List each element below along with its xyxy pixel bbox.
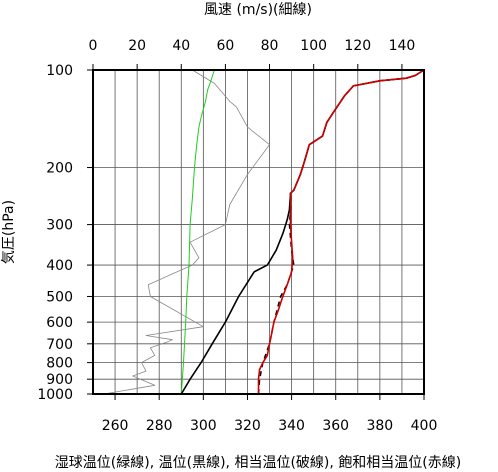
left-tick-label: 600 <box>46 315 73 331</box>
series-line-pot_temp <box>180 69 425 395</box>
left-tick-label: 100 <box>46 63 73 79</box>
bottom-tick-label: 380 <box>366 418 393 434</box>
bottom-tick-label: 400 <box>411 418 438 434</box>
bottom-tick-label: 300 <box>190 418 217 434</box>
top-tick-label: 120 <box>344 38 371 54</box>
left-tick-label: 800 <box>46 356 73 372</box>
series-line-wind_speed <box>103 69 270 395</box>
top-tick-label: 40 <box>172 38 190 54</box>
bottom-axis-title: 湿球温位(緑線), 温位(黒線), 相当温位(破線), 飽和相当温位(赤線) <box>55 454 461 471</box>
left-axis-title: 気圧(hPa) <box>1 200 17 264</box>
bottom-tick-label: 340 <box>278 418 305 434</box>
left-tick-label: 900 <box>46 372 73 388</box>
bottom-tick-label: 360 <box>322 418 349 434</box>
bottom-tick-label: 280 <box>146 418 173 434</box>
top-tick-label: 0 <box>89 38 98 54</box>
top-tick-label: 100 <box>300 38 327 54</box>
series-line-wet_bulb_pot_temp <box>180 69 215 395</box>
bottom-tick-label: 320 <box>234 418 261 434</box>
grid <box>92 69 425 395</box>
left-tick-label: 400 <box>46 258 73 274</box>
left-tick-label: 300 <box>46 218 73 234</box>
top-axis-ticks: 0 20 40 60 80 100 120 140 <box>89 38 416 70</box>
series-layer <box>103 69 425 395</box>
top-tick-label: 60 <box>216 38 234 54</box>
left-tick-label: 700 <box>46 337 73 353</box>
plot-frame <box>92 69 425 395</box>
left-tick-label: 200 <box>46 161 73 177</box>
top-axis-title: 風速 (m/s)(細線) <box>204 2 312 18</box>
top-tick-label: 140 <box>389 38 416 54</box>
left-tick-label: 500 <box>46 289 73 305</box>
left-tick-label: 1000 <box>37 387 73 403</box>
bottom-tick-label: 260 <box>102 418 129 434</box>
bottom-axis-ticks: 260 280 300 320 340 360 380 400 <box>102 394 438 434</box>
series-line-sat_equiv_pot_temp <box>257 69 425 394</box>
top-tick-label: 20 <box>128 38 146 54</box>
top-tick-label: 80 <box>261 38 279 54</box>
